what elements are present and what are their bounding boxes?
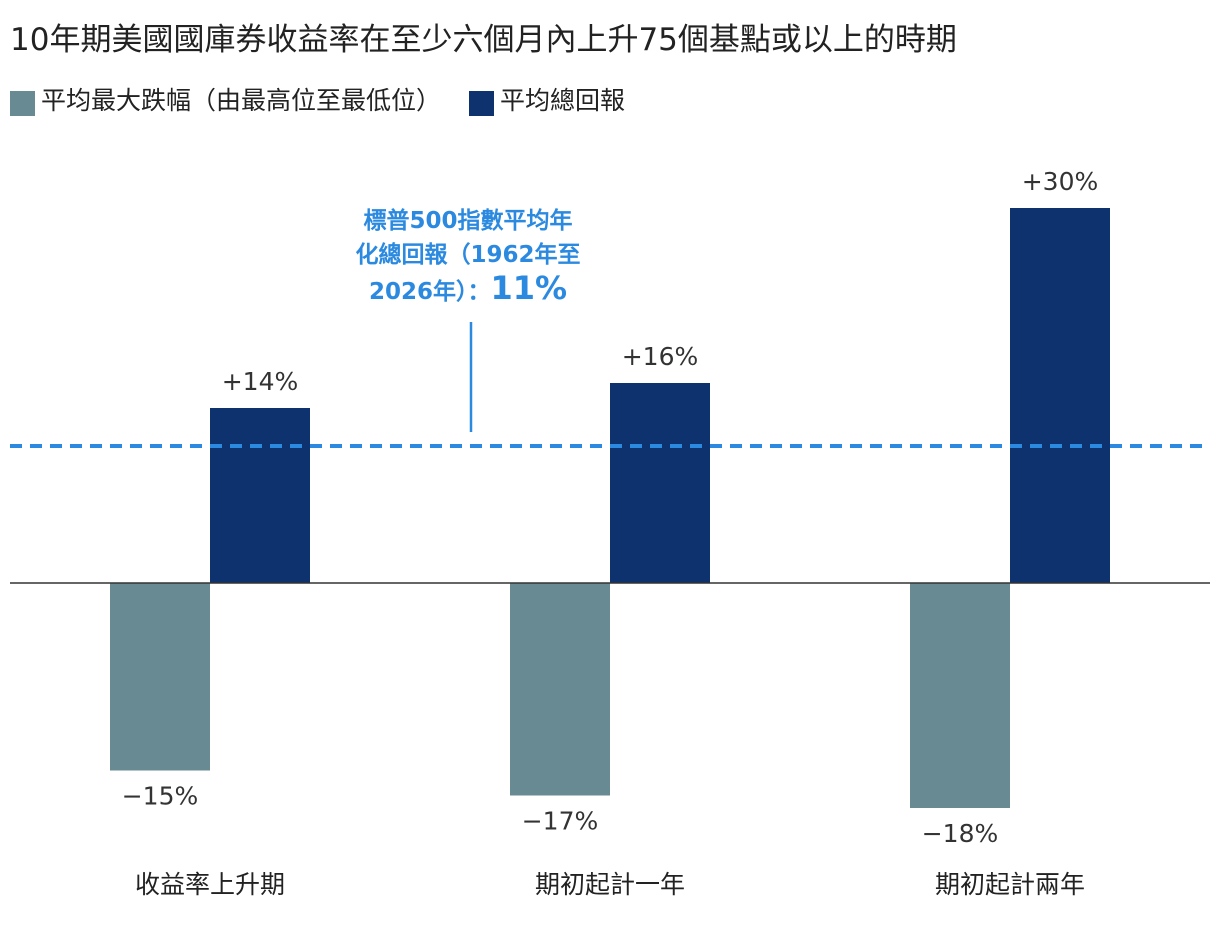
legend-swatch-total-return <box>469 90 495 116</box>
category-label-0: 收益率上升期 <box>135 870 285 899</box>
data-label-drawdown-0: −15% <box>122 782 199 811</box>
bar-drawdown-1 <box>510 583 610 796</box>
annotation-line-1: 標普500指數平均年 <box>363 207 572 234</box>
legend-item-drawdown: 平均最大跌幅（由最高位至最低位） <box>10 84 441 118</box>
bar-total-return-0 <box>210 408 310 583</box>
legend-swatch-drawdown <box>10 90 35 116</box>
legend-label-total-return: 平均總回報 <box>500 86 626 115</box>
legend-label-drawdown: 平均最大跌幅（由最高位至最低位） <box>41 86 442 115</box>
data-label-total-return-2: +30% <box>1022 167 1099 196</box>
legend: 平均最大跌幅（由最高位至最低位） 平均總回報 <box>10 84 653 118</box>
annotation-line-3: 2026年）：11% <box>369 269 567 307</box>
bar-total-return-1 <box>610 383 710 583</box>
category-label-2: 期初起計兩年 <box>935 870 1085 899</box>
chart-title: 10年期美國國庫券收益率在至少六個月內上升75個基點或以上的時期 <box>10 22 957 58</box>
bar-total-return-2 <box>1010 208 1110 583</box>
annotation-line-3-text: 2026年）： <box>369 278 491 305</box>
annotation-value: 11% <box>490 269 567 307</box>
legend-item-total-return: 平均總回報 <box>469 84 625 118</box>
data-label-total-return-1: +16% <box>622 342 699 371</box>
bar-drawdown-2 <box>910 583 1010 808</box>
category-label-1: 期初起計一年 <box>535 870 685 899</box>
data-label-total-return-0: +14% <box>222 367 299 396</box>
annotation-line-2: 化總回報（1962年至 <box>355 241 580 268</box>
data-label-drawdown-2: −18% <box>922 819 999 848</box>
data-label-drawdown-1: −17% <box>522 807 599 836</box>
bar-drawdown-0 <box>110 583 210 771</box>
